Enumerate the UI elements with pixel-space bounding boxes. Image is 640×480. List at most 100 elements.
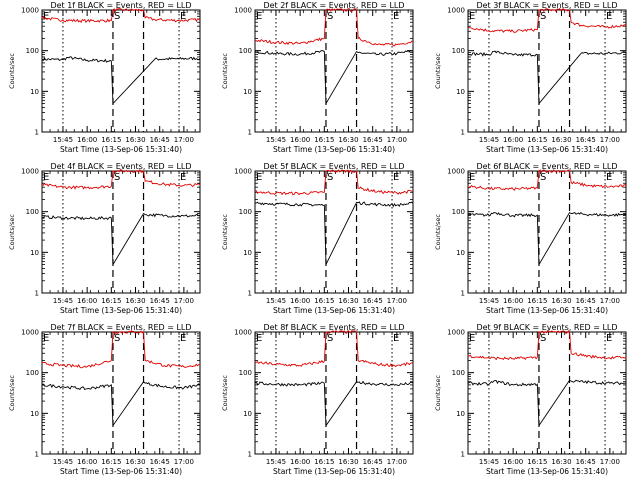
events-series-line xyxy=(254,201,414,265)
panel-8: Det 8f BLACK = Events, RED = LLD Counts/s… xyxy=(221,323,414,476)
plot-frame xyxy=(467,331,627,455)
y-tick-label: 1 xyxy=(35,290,39,298)
x-tick-label: 17:00 xyxy=(174,297,194,305)
y-tick-label: 1000 xyxy=(447,329,465,337)
panel-title: Det 1f BLACK = Events, RED = LLD xyxy=(50,1,191,10)
y-tick-label: 1000 xyxy=(447,168,465,176)
event-marker-e: E xyxy=(393,172,399,183)
x-axis-label: Start Time (13-Sep-06 15:31:40) xyxy=(273,145,395,154)
event-marker-e: E xyxy=(180,172,186,183)
x-tick-label: 16:45 xyxy=(363,458,383,466)
y-tick-label: 100 xyxy=(26,208,39,216)
events-series-line xyxy=(467,379,627,427)
lld-series-line xyxy=(41,8,201,24)
event-marker-s: S xyxy=(540,172,546,183)
lld-series-line xyxy=(467,169,627,191)
plot-frame xyxy=(254,331,414,455)
plot-frame xyxy=(254,170,414,294)
x-tick-label: 15:45 xyxy=(266,136,286,144)
x-tick-label: 16:00 xyxy=(503,136,523,144)
x-axis-label: Start Time (13-Sep-06 15:31:40) xyxy=(60,467,182,476)
event-marker-e: E xyxy=(43,333,49,344)
x-axis-label: Start Time (13-Sep-06 15:31:40) xyxy=(486,306,608,315)
lld-series-line xyxy=(254,329,414,368)
panel-2: Det 2f BLACK = Events, RED = LLD Counts/s… xyxy=(221,1,414,154)
y-tick-label: 10 xyxy=(456,410,465,418)
events-series-line xyxy=(254,380,414,427)
y-axis-label: Counts/sec xyxy=(221,375,229,411)
event-marker-e: E xyxy=(606,11,612,22)
y-tick-label: 100 xyxy=(239,208,252,216)
event-marker-e: E xyxy=(256,333,262,344)
x-tick-label: 17:00 xyxy=(387,136,407,144)
y-tick-label: 100 xyxy=(239,47,252,55)
x-tick-label: 16:00 xyxy=(503,297,523,305)
x-tick-label: 17:00 xyxy=(387,458,407,466)
x-tick-label: 16:00 xyxy=(77,297,97,305)
y-tick-label: 1000 xyxy=(234,7,252,15)
y-tick-label: 1 xyxy=(35,451,39,459)
panel-title: Det 5f BLACK = Events, RED = LLD xyxy=(263,162,404,171)
x-tick-label: 16:45 xyxy=(576,458,596,466)
lld-series-line xyxy=(41,330,201,369)
x-tick-label: 16:45 xyxy=(150,458,170,466)
x-axis-label: Start Time (13-Sep-06 15:31:40) xyxy=(60,145,182,154)
y-tick-label: 1 xyxy=(248,129,252,137)
panel-title: Det 8f BLACK = Events, RED = LLD xyxy=(263,323,404,332)
x-tick-label: 16:30 xyxy=(338,297,358,305)
event-marker-s: S xyxy=(327,11,333,22)
x-tick-label: 16:00 xyxy=(290,458,310,466)
event-marker-e: E xyxy=(43,11,49,22)
y-tick-label: 1 xyxy=(461,290,465,298)
y-axis-label: Counts/sec xyxy=(434,214,442,250)
event-marker-e: E xyxy=(469,11,475,22)
event-marker-s: S xyxy=(540,333,546,344)
x-tick-label: 15:45 xyxy=(479,297,499,305)
x-axis-label: Start Time (13-Sep-06 15:31:40) xyxy=(273,306,395,315)
x-tick-label: 16:45 xyxy=(363,136,383,144)
x-tick-label: 16:00 xyxy=(290,297,310,305)
events-series-line xyxy=(41,381,201,427)
x-tick-label: 16:45 xyxy=(150,136,170,144)
y-tick-label: 1 xyxy=(461,451,465,459)
event-marker-e: E xyxy=(180,333,186,344)
y-tick-label: 10 xyxy=(243,410,252,418)
x-axis-label: Start Time (13-Sep-06 15:31:40) xyxy=(60,306,182,315)
y-axis-label: Counts/sec xyxy=(434,53,442,89)
x-tick-label: 16:30 xyxy=(551,458,571,466)
x-tick-label: 16:00 xyxy=(290,136,310,144)
y-tick-label: 100 xyxy=(452,369,465,377)
y-tick-label: 100 xyxy=(26,47,39,55)
event-marker-e: E xyxy=(606,172,612,183)
x-tick-label: 15:45 xyxy=(266,297,286,305)
panel-title: Det 6f BLACK = Events, RED = LLD xyxy=(476,162,617,171)
y-tick-label: 10 xyxy=(30,88,39,96)
panel-title: Det 4f BLACK = Events, RED = LLD xyxy=(50,162,191,171)
x-axis-label: Start Time (13-Sep-06 15:31:40) xyxy=(486,145,608,154)
y-tick-label: 1000 xyxy=(234,329,252,337)
x-tick-label: 17:00 xyxy=(600,297,620,305)
x-tick-label: 16:30 xyxy=(551,136,571,144)
x-tick-label: 16:15 xyxy=(527,136,547,144)
x-tick-label: 15:45 xyxy=(479,458,499,466)
event-marker-e: E xyxy=(469,333,475,344)
y-tick-label: 10 xyxy=(243,88,252,96)
x-tick-label: 16:30 xyxy=(338,458,358,466)
x-tick-label: 17:00 xyxy=(174,458,194,466)
panel-title: Det 3f BLACK = Events, RED = LLD xyxy=(476,1,617,10)
y-tick-label: 1000 xyxy=(234,168,252,176)
lld-series-line xyxy=(254,169,414,196)
plot-frame xyxy=(41,9,201,133)
x-tick-label: 15:45 xyxy=(266,458,286,466)
y-tick-label: 1000 xyxy=(21,168,39,176)
x-tick-label: 16:15 xyxy=(101,136,121,144)
panel-3: Det 3f BLACK = Events, RED = LLD Counts/s… xyxy=(434,1,627,154)
events-series-line xyxy=(254,49,414,106)
panel-title: Det 9f BLACK = Events, RED = LLD xyxy=(476,323,617,332)
lld-series-line xyxy=(467,330,627,361)
event-marker-e: E xyxy=(43,172,49,183)
x-tick-label: 17:00 xyxy=(600,458,620,466)
x-tick-label: 17:00 xyxy=(387,297,407,305)
x-tick-label: 15:45 xyxy=(479,136,499,144)
